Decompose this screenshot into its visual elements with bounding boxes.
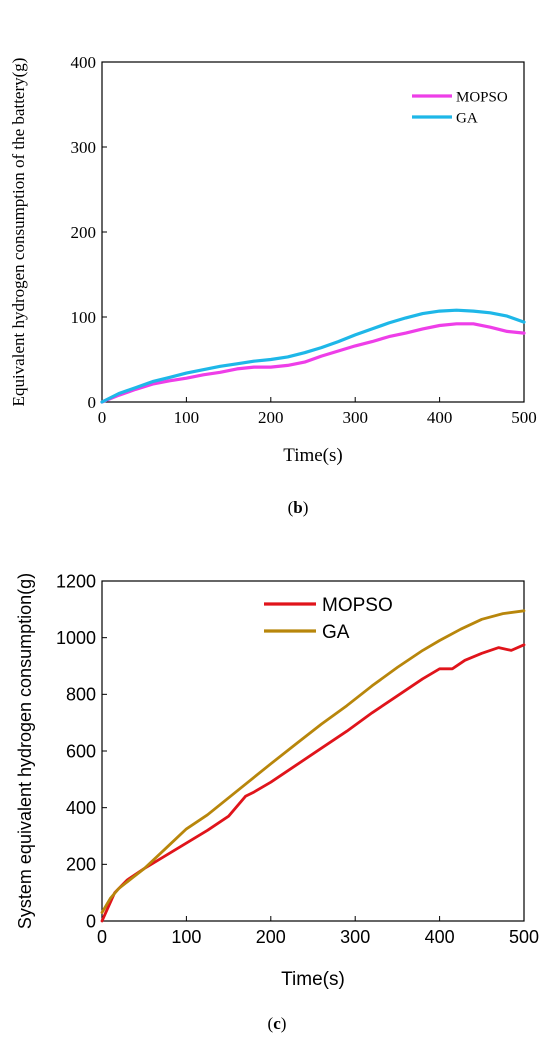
y-axis-ticks: 0 100 200 300 400 (71, 53, 107, 412)
legend: MOPSO GA (412, 89, 508, 126)
legend-label: MOPSO (456, 89, 508, 105)
series-line-mopso (100, 643, 526, 923)
x-tick-label: 400 (427, 408, 453, 427)
series-line-ga (100, 308, 526, 404)
x-tick-label: 0 (98, 408, 107, 427)
x-axis-ticks: 0 100 200 300 400 500 (98, 397, 537, 427)
caption-letter: c (273, 1014, 281, 1033)
series-line-mopso (100, 322, 526, 404)
y-tick-label: 0 (88, 393, 97, 412)
legend-label: GA (456, 110, 478, 126)
legend: MOPSO GA (264, 595, 393, 643)
x-tick-label: 400 (425, 927, 455, 947)
y-tick-label: 300 (71, 138, 97, 157)
y-tick-label: 1000 (56, 628, 96, 648)
y-axis-ticks: 0 200 400 600 800 1000 1200 (56, 571, 107, 931)
y-axis-label: Equivalent hydrogen consumption of the b… (9, 58, 28, 407)
legend-label: GA (322, 622, 350, 643)
x-tick-label: 0 (97, 927, 107, 947)
y-tick-label: 100 (71, 308, 97, 327)
y-tick-label: 200 (71, 223, 97, 242)
y-tick-label: 600 (66, 741, 96, 761)
chart-caption: (b) (288, 498, 309, 517)
y-tick-label: 800 (66, 685, 96, 705)
y-tick-label: 200 (66, 855, 96, 875)
y-axis-label: System equivalent hydrogen consumption(g… (15, 573, 35, 929)
x-tick-label: 200 (256, 927, 286, 947)
series-layer (100, 308, 526, 404)
chart-caption: (c) (268, 1014, 287, 1033)
x-tick-label: 500 (511, 408, 537, 427)
y-tick-label: 400 (66, 798, 96, 818)
x-tick-label: 300 (342, 408, 368, 427)
y-tick-label: 0 (86, 911, 96, 931)
x-tick-label: 100 (171, 927, 201, 947)
series-line-ga (100, 609, 526, 914)
legend-label: MOPSO (322, 595, 393, 616)
x-axis-label: Time(s) (281, 969, 345, 990)
x-tick-label: 200 (258, 408, 284, 427)
x-tick-label: 300 (340, 927, 370, 947)
x-axis-label: Time(s) (283, 445, 342, 466)
chart-b: 0 100 200 300 400 0 100 200 300 400 500 MOPSO GA T… (9, 53, 537, 517)
x-tick-label: 100 (174, 408, 200, 427)
series-layer (100, 609, 526, 923)
y-tick-label: 1200 (56, 571, 96, 591)
x-axis-ticks: 0 100 200 300 400 500 (97, 916, 539, 947)
y-tick-label: 400 (71, 53, 97, 72)
chart-c: 0 200 400 600 800 1000 1200 0 100 200 300 400 500 M… (15, 571, 539, 1033)
x-tick-label: 500 (509, 927, 539, 947)
caption-letter: b (293, 498, 302, 517)
